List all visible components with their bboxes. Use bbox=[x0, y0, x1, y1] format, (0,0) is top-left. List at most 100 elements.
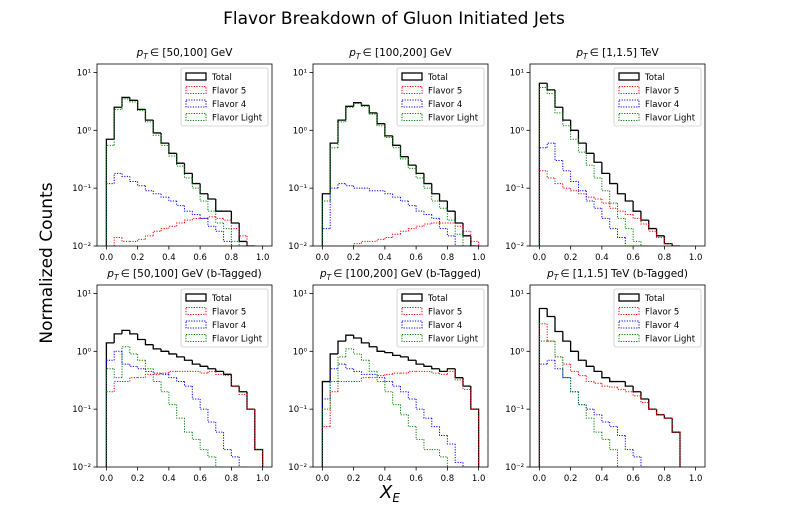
histogram-step bbox=[215, 198, 224, 212]
histogram-step bbox=[384, 190, 393, 195]
histogram-step bbox=[329, 142, 338, 194]
histogram-step bbox=[360, 103, 370, 107]
histogram-step bbox=[399, 145, 409, 158]
histogram-step bbox=[168, 374, 177, 379]
histogram-step bbox=[538, 323, 548, 467]
histogram-step bbox=[376, 114, 385, 127]
y-tick-label: 10⁻² bbox=[505, 463, 524, 473]
histogram-step bbox=[215, 456, 224, 467]
legend-swatch bbox=[618, 86, 640, 94]
legend-label: Flavor Light bbox=[645, 335, 696, 345]
histogram-step bbox=[352, 102, 362, 107]
histogram-step bbox=[176, 353, 185, 358]
histogram-step bbox=[562, 107, 571, 121]
histogram-step bbox=[144, 110, 154, 123]
histogram-step bbox=[168, 225, 177, 229]
histogram-step bbox=[246, 391, 255, 410]
legend-swatch bbox=[401, 307, 423, 315]
legend-swatch bbox=[185, 334, 207, 342]
y-tick-label: 10⁻² bbox=[72, 463, 91, 473]
histogram-step bbox=[609, 421, 618, 428]
histogram-step bbox=[392, 137, 401, 149]
histogram-step bbox=[160, 348, 169, 352]
histogram-step bbox=[593, 381, 602, 384]
legend-swatch bbox=[401, 86, 423, 94]
histogram-step bbox=[538, 147, 548, 246]
histogram-step bbox=[415, 398, 424, 410]
histogram-step bbox=[199, 364, 208, 367]
legend-label: Flavor 4 bbox=[645, 321, 679, 331]
histogram-step bbox=[329, 353, 338, 382]
x-tick-label: 0.4 bbox=[162, 474, 176, 484]
histogram-step bbox=[238, 386, 247, 393]
histogram-step bbox=[199, 371, 208, 374]
x-tick-label: 0.0 bbox=[533, 253, 547, 263]
histogram-step bbox=[360, 377, 370, 382]
legend-swatch bbox=[185, 86, 207, 94]
histogram-step bbox=[360, 337, 370, 344]
histogram-step bbox=[168, 370, 177, 374]
histogram-step bbox=[538, 82, 548, 246]
histogram-step bbox=[585, 190, 595, 202]
histogram-step bbox=[617, 208, 626, 212]
legend-label: Flavor Light bbox=[645, 114, 696, 124]
x-tick-label: 0.8 bbox=[225, 253, 239, 263]
histogram-step bbox=[368, 342, 378, 348]
histogram-step bbox=[624, 211, 634, 216]
x-tick-label: 1.0 bbox=[689, 474, 703, 484]
title-var: p bbox=[106, 268, 114, 280]
histogram-step bbox=[655, 409, 665, 416]
x-tick-label: 1.0 bbox=[256, 474, 270, 484]
x-tick-label: 0.2 bbox=[564, 474, 578, 484]
subplot: pT ∈ [50,100] GeV (b-Tagged) 0.0 0.2 0.4 0.6 0… bbox=[72, 268, 273, 484]
histogram-step bbox=[601, 383, 610, 387]
histogram-step bbox=[431, 366, 440, 370]
histogram-step bbox=[640, 218, 649, 225]
title-sub: T bbox=[114, 273, 120, 282]
histogram-step bbox=[462, 379, 471, 390]
subplot: pT ∈ [50,100] GeV 0.0 0.2 0.4 0.6 0.8 1.0 10⁻² 10… bbox=[72, 47, 273, 263]
histogram-step bbox=[368, 105, 378, 114]
series-group bbox=[321, 102, 480, 246]
x-tick-label: 0.0 bbox=[100, 474, 114, 484]
histogram-step bbox=[554, 341, 563, 358]
histogram-step bbox=[585, 404, 595, 419]
x-tick-label: 0.6 bbox=[626, 474, 640, 484]
x-tick-label: 0.6 bbox=[193, 474, 207, 484]
histogram-step bbox=[609, 173, 618, 185]
histogram-step bbox=[562, 356, 571, 365]
histogram-step bbox=[160, 132, 169, 144]
histogram-step bbox=[609, 386, 618, 388]
title-var: p bbox=[348, 47, 356, 59]
histogram-step bbox=[144, 185, 154, 192]
legend-swatch bbox=[401, 72, 423, 81]
histogram-step bbox=[321, 408, 331, 467]
subplot: pT ∈ [100,200] GeV 0.0 0.2 0.4 0.6 0.8 1.0 10⁻² 1… bbox=[288, 47, 489, 263]
histogram-step bbox=[376, 371, 385, 383]
histogram-step bbox=[168, 197, 177, 202]
histogram-step bbox=[470, 235, 479, 246]
histogram-step bbox=[191, 432, 201, 440]
legend-swatch bbox=[185, 72, 207, 81]
histogram-step bbox=[321, 193, 331, 246]
histogram-step bbox=[384, 381, 393, 393]
x-tick-label: 0.8 bbox=[441, 253, 455, 263]
histogram-step bbox=[671, 243, 680, 246]
histogram-step bbox=[353, 348, 362, 355]
y-tick-label: 10⁰ bbox=[77, 126, 92, 136]
title-sub: T bbox=[143, 52, 149, 61]
histogram-step bbox=[423, 439, 432, 451]
histogram-step bbox=[168, 145, 177, 157]
y-tick-label: 10⁻¹ bbox=[505, 405, 524, 415]
histogram-step bbox=[640, 241, 649, 246]
y-tick-label: 10¹ bbox=[77, 68, 91, 78]
histogram-step bbox=[246, 235, 255, 246]
histogram-step bbox=[129, 377, 138, 382]
histogram-step bbox=[454, 371, 463, 381]
legend-box bbox=[396, 288, 485, 348]
histogram-step bbox=[415, 205, 424, 212]
x-tick-label: 1.0 bbox=[256, 253, 270, 263]
subplot-title: pT ∈ [100,200] GeV (b-Tagged) bbox=[319, 268, 481, 282]
legend-swatch bbox=[401, 113, 423, 121]
histogram-step bbox=[238, 456, 247, 467]
